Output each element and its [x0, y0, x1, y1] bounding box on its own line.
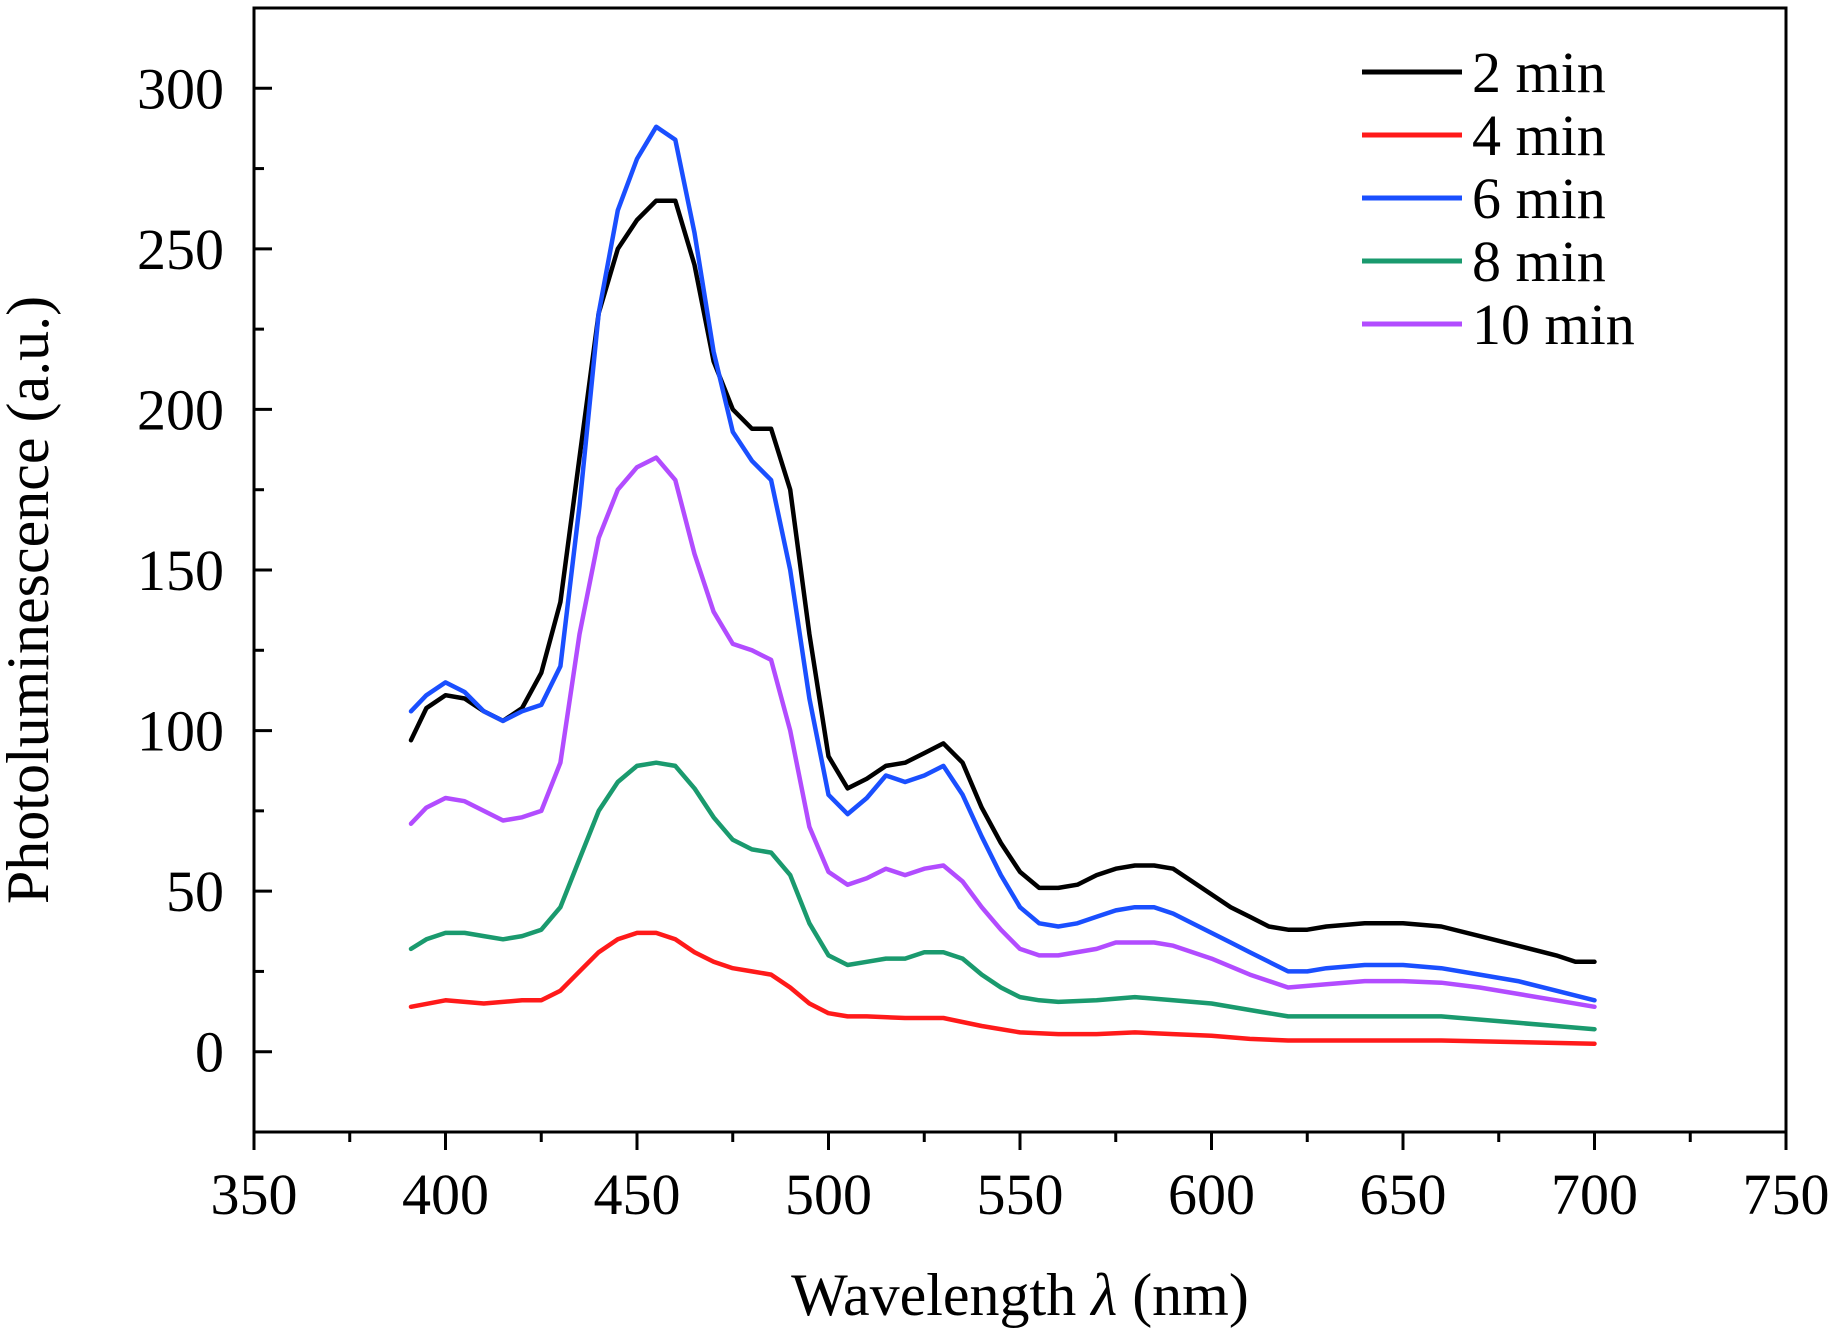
y-tick-label: 200 — [137, 377, 224, 442]
legend-label: 8 min — [1472, 229, 1606, 294]
x-tick-label: 650 — [1360, 1162, 1447, 1227]
series-line — [408, 198, 1597, 965]
legend-label: 2 min — [1472, 40, 1606, 105]
y-tick-label: 150 — [137, 538, 224, 603]
y-tick-label: 0 — [195, 1020, 224, 1085]
y-tick-label: 100 — [137, 699, 224, 764]
x-tick-label: 350 — [211, 1162, 298, 1227]
x-axis-title-symbol: λ — [1089, 1262, 1117, 1328]
series-line — [408, 455, 1597, 1010]
y-tick-label: 300 — [137, 56, 224, 121]
legend-label: 10 min — [1472, 292, 1635, 357]
x-tick-label: 400 — [402, 1162, 489, 1227]
y-tick-label: 250 — [137, 217, 224, 282]
series-line — [408, 930, 1597, 1046]
y-tick-label: 50 — [166, 859, 224, 924]
x-axis-title-main: Wavelength — [791, 1262, 1091, 1328]
y-axis-title: Photoluminescence (a.u.) — [0, 296, 61, 904]
x-tick-label: 550 — [977, 1162, 1064, 1227]
series-line — [408, 124, 1597, 1003]
x-tick-label: 750 — [1743, 1162, 1830, 1227]
x-tick-label: 450 — [594, 1162, 681, 1227]
x-tick-label: 700 — [1551, 1162, 1638, 1227]
x-axis-title: Wavelength λ (nm) — [791, 1262, 1249, 1328]
x-axis-ticks: 350 400 450 500 550 600 650 700 750 — [211, 6, 1830, 1227]
y-axis-ticks: 0 50 100 150 200 250 300 — [137, 6, 272, 1134]
legend-label: 4 min — [1472, 103, 1606, 168]
legend-label: 6 min — [1472, 166, 1606, 231]
x-tick-label: 500 — [785, 1162, 872, 1227]
x-tick-label: 600 — [1168, 1162, 1255, 1227]
series-layer — [408, 124, 1597, 1046]
series-line — [408, 760, 1597, 1032]
x-axis-title-unit: (nm) — [1117, 1262, 1249, 1328]
